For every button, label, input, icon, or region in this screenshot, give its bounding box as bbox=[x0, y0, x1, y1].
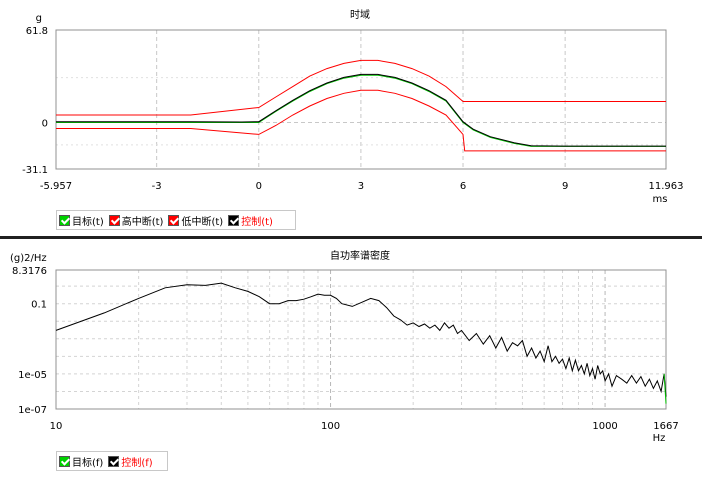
x-tick-label: 10 bbox=[50, 421, 63, 432]
chart-title: 自功率谱密度 bbox=[330, 249, 390, 262]
series-line-1 bbox=[56, 59, 666, 116]
series-line-2 bbox=[56, 89, 666, 152]
series-line-1 bbox=[55, 282, 667, 397]
time-domain-chart: 时域 g ms -5.957 -3 0 3 6 9 11.963 61.8 0 -31.1 bbox=[22, 8, 684, 205]
chart-title: 时域 bbox=[350, 8, 370, 21]
x-axis-label: Hz bbox=[653, 433, 666, 444]
legend-checkbox[interactable] bbox=[59, 455, 70, 467]
x-axis-label: ms bbox=[653, 194, 668, 205]
psd-panel: 自功率谱密度 (g)2/Hz Hz 10 100 1000 1667 8.3176 0.1… bbox=[0, 240, 702, 476]
psd-legend: 目标(f) 控制(f) bbox=[56, 451, 168, 471]
y-axis-label: g bbox=[36, 13, 42, 24]
x-tick-label: 9 bbox=[562, 181, 568, 192]
legend-item[interactable]: 高中断(t) bbox=[108, 213, 164, 228]
x-tick-label: 1000 bbox=[592, 421, 617, 432]
legend-item[interactable]: 控制(f) bbox=[108, 454, 153, 469]
y-tick-label: 61.8 bbox=[26, 26, 48, 37]
legend-item[interactable]: 目标(f) bbox=[59, 454, 103, 469]
x-tick-label: 6 bbox=[460, 181, 466, 192]
legend-label: 目标(t) bbox=[72, 216, 104, 228]
y-tick-label: 1e-07 bbox=[18, 405, 47, 416]
x-tick-label: 3 bbox=[358, 181, 364, 192]
x-tick-label: 11.963 bbox=[649, 181, 684, 192]
y-tick-label: -31.1 bbox=[22, 165, 48, 176]
time-domain-legend: 目标(t) 高中断(t) 低中断(t) 控制(t) bbox=[56, 210, 296, 230]
time-domain-panel: 时域 g ms -5.957 -3 0 3 6 9 11.963 61.8 0 -31.1 目标(… bbox=[0, 0, 702, 236]
plot-area bbox=[55, 29, 667, 170]
x-tick-label: 1667 bbox=[653, 421, 678, 432]
y-tick-label: 8.3176 bbox=[12, 266, 47, 277]
plot-area bbox=[55, 269, 667, 410]
legend-item[interactable]: 目标(t) bbox=[59, 213, 104, 228]
legend-label: 控制(f) bbox=[121, 457, 153, 469]
series-line-0 bbox=[663, 373, 667, 404]
x-tick-label: 100 bbox=[321, 421, 340, 432]
legend-checkbox[interactable] bbox=[59, 214, 70, 226]
x-tick-label: -3 bbox=[152, 181, 162, 192]
legend-checkbox[interactable] bbox=[168, 214, 180, 226]
x-tick-label: 0 bbox=[256, 181, 262, 192]
legend-label: 目标(f) bbox=[72, 457, 104, 469]
x-tick-label: -5.957 bbox=[40, 181, 72, 192]
panel-separator bbox=[0, 236, 702, 239]
legend-checkbox[interactable] bbox=[108, 455, 120, 467]
legend-label: 控制(t) bbox=[241, 216, 273, 228]
y-tick-label: 1e-05 bbox=[18, 370, 47, 381]
series-line-0 bbox=[56, 74, 666, 147]
series-line-3 bbox=[56, 73, 666, 147]
y-tick-label: 0 bbox=[42, 118, 48, 129]
legend-item[interactable]: 低中断(t) bbox=[168, 213, 223, 228]
psd-chart: 自功率谱密度 (g)2/Hz Hz 10 100 1000 1667 8.3176 0.1… bbox=[10, 249, 679, 444]
legend-checkbox[interactable] bbox=[228, 214, 240, 226]
legend-label: 高中断(t) bbox=[121, 216, 164, 228]
y-tick-label: 0.1 bbox=[31, 300, 47, 311]
y-axis-label: (g)2/Hz bbox=[10, 253, 47, 264]
legend-checkbox[interactable] bbox=[108, 214, 120, 226]
legend-item[interactable]: 控制(t) bbox=[228, 213, 273, 228]
legend-label: 低中断(t) bbox=[181, 216, 224, 228]
